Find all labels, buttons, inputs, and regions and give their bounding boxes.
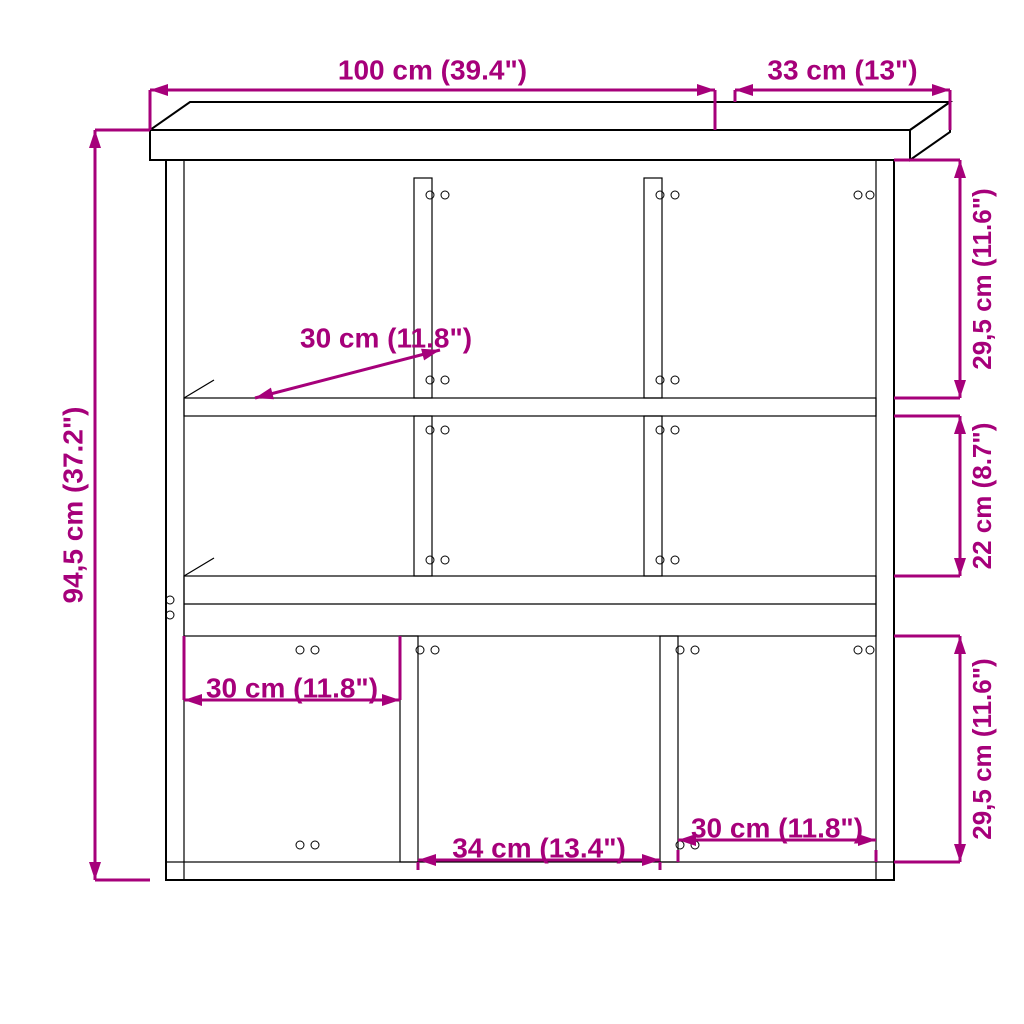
shelf-unit [150,102,950,880]
svg-text:30 cm (11.8"): 30 cm (11.8") [691,812,863,843]
svg-text:29,5 cm (11.6"): 29,5 cm (11.6") [967,188,997,369]
svg-text:30 cm (11.8"): 30 cm (11.8") [300,322,472,353]
svg-text:30 cm (11.8"): 30 cm (11.8") [206,672,378,703]
svg-text:33 cm (13"): 33 cm (13") [767,54,917,85]
svg-text:34 cm (13.4"): 34 cm (13.4") [452,832,626,863]
svg-text:100 cm (39.4"): 100 cm (39.4") [338,54,527,85]
svg-text:22 cm (8.7"): 22 cm (8.7") [967,423,997,570]
svg-text:29,5 cm (11.6"): 29,5 cm (11.6") [967,658,997,839]
dimension-diagram: 100 cm (39.4") 33 cm (13") 94,5 cm (37.2")… [0,0,1024,1024]
svg-text:94,5 cm (37.2"): 94,5 cm (37.2") [57,407,88,604]
